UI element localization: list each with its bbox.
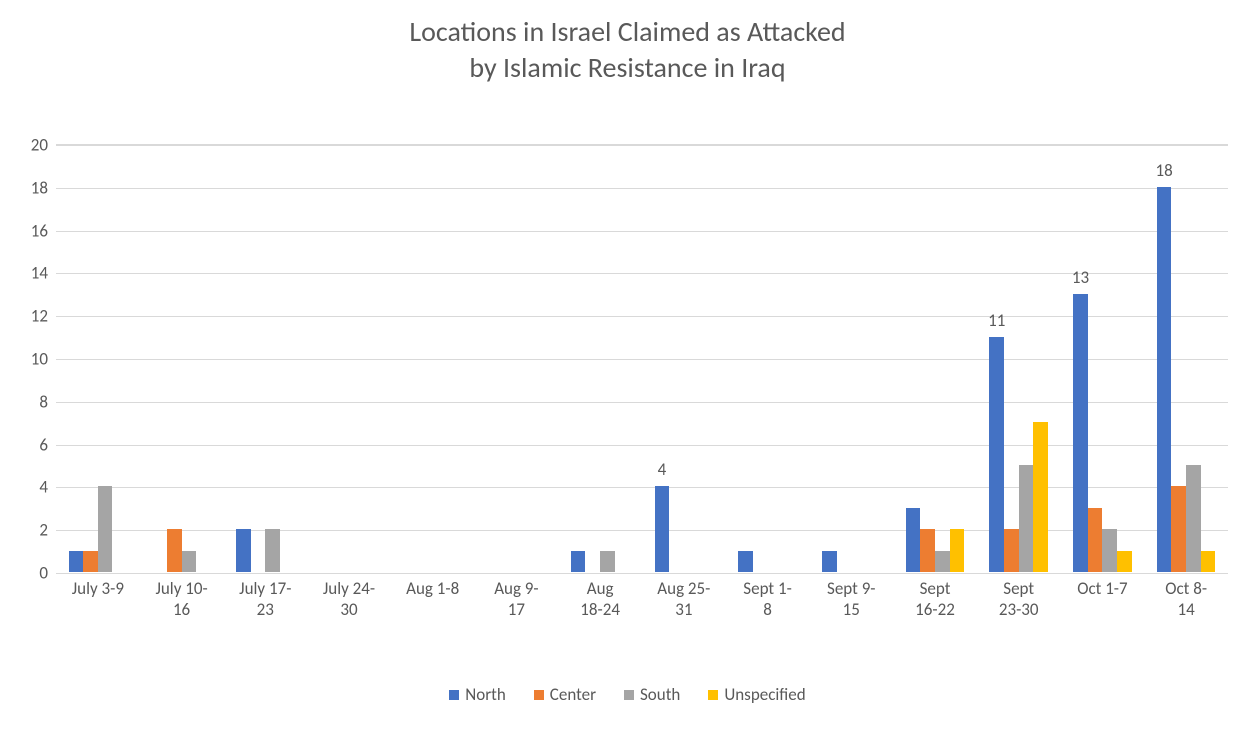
y-tick-label: 10 xyxy=(31,349,48,370)
bar xyxy=(182,551,197,572)
bar xyxy=(69,551,84,572)
y-tick-label: 6 xyxy=(39,434,48,455)
x-tick-label: Oct 1-7 xyxy=(1061,578,1145,599)
bar xyxy=(920,529,935,572)
y-tick-label: 18 xyxy=(31,177,48,198)
plot-area: 02468101214161820July 3-9July 10- 16July… xyxy=(56,144,1228,572)
gridline xyxy=(56,573,1228,574)
x-tick-label: Sept 16-22 xyxy=(893,578,977,621)
bar xyxy=(1201,551,1216,572)
bar xyxy=(935,551,950,572)
bar xyxy=(738,551,753,572)
x-tick-label: Aug 18-24 xyxy=(558,578,642,621)
bar xyxy=(1171,486,1186,572)
chart-title: Locations in Israel Claimed as Attacked … xyxy=(0,0,1255,87)
x-tick-label: Aug 9- 17 xyxy=(475,578,559,621)
gridline xyxy=(56,188,1228,189)
bar xyxy=(950,529,965,572)
gridline xyxy=(56,530,1228,531)
x-tick-label: Sept 23-30 xyxy=(977,578,1061,621)
x-tick-label: Oct 8- 14 xyxy=(1144,578,1228,621)
bar xyxy=(265,529,280,572)
bar xyxy=(1117,551,1132,572)
bar xyxy=(167,529,182,572)
chart-title-line-2: by Islamic Resistance in Iraq xyxy=(0,50,1255,86)
bar xyxy=(1004,529,1019,572)
legend-swatch xyxy=(449,690,459,700)
legend: North Center South Unspecified xyxy=(0,684,1255,705)
bar xyxy=(989,337,1004,572)
x-tick-label: July 3-9 xyxy=(56,578,140,599)
y-tick-label: 20 xyxy=(31,135,48,156)
bar xyxy=(1186,465,1201,572)
bar xyxy=(1102,529,1117,572)
legend-item: Center xyxy=(534,684,596,705)
bar xyxy=(906,508,921,572)
gridline xyxy=(56,273,1228,274)
legend-swatch xyxy=(534,690,544,700)
y-tick-label: 14 xyxy=(31,263,48,284)
x-tick-label: Aug 25- 31 xyxy=(642,578,726,621)
y-tick-label: 8 xyxy=(39,391,48,412)
bar xyxy=(571,551,586,572)
legend-item: North xyxy=(449,684,506,705)
bar xyxy=(83,551,98,572)
y-tick-label: 16 xyxy=(31,220,48,241)
bar xyxy=(98,486,113,572)
legend-swatch xyxy=(708,690,718,700)
y-tick-label: 12 xyxy=(31,306,48,327)
x-tick-label: July 10- 16 xyxy=(140,578,224,621)
data-label: 13 xyxy=(1072,267,1089,288)
legend-item: South xyxy=(624,684,680,705)
x-tick-label: July 17- 23 xyxy=(223,578,307,621)
data-label: 4 xyxy=(658,459,667,480)
y-tick-label: 0 xyxy=(39,563,48,584)
y-tick-label: 2 xyxy=(39,520,48,541)
bar xyxy=(1157,187,1172,572)
x-tick-label: Sept 1- 8 xyxy=(726,578,810,621)
gridline xyxy=(56,402,1228,403)
legend-swatch xyxy=(624,690,634,700)
bar xyxy=(1033,422,1048,572)
bar xyxy=(1088,508,1103,572)
bar xyxy=(236,529,251,572)
bar xyxy=(822,551,837,572)
gridline xyxy=(56,231,1228,232)
bar xyxy=(655,486,670,572)
data-label: 11 xyxy=(988,310,1005,331)
legend-label: Unspecified xyxy=(724,684,805,705)
gridline xyxy=(56,487,1228,488)
bar xyxy=(1019,465,1034,572)
x-tick-label: Aug 1-8 xyxy=(391,578,475,599)
bar xyxy=(600,551,615,572)
chart-title-line-1: Locations in Israel Claimed as Attacked xyxy=(0,14,1255,50)
x-tick-label: Sept 9- 15 xyxy=(809,578,893,621)
y-tick-label: 4 xyxy=(39,477,48,498)
gridline xyxy=(56,145,1228,146)
legend-item: Unspecified xyxy=(708,684,805,705)
data-label: 18 xyxy=(1156,160,1173,181)
gridline xyxy=(56,316,1228,317)
chart-container: Locations in Israel Claimed as Attacked … xyxy=(0,0,1255,730)
gridline xyxy=(56,445,1228,446)
x-tick-label: July 24- 30 xyxy=(307,578,391,621)
legend-label: South xyxy=(640,684,680,705)
bar xyxy=(1073,294,1088,572)
gridline xyxy=(56,359,1228,360)
legend-label: Center xyxy=(550,684,596,705)
legend-label: North xyxy=(465,684,506,705)
